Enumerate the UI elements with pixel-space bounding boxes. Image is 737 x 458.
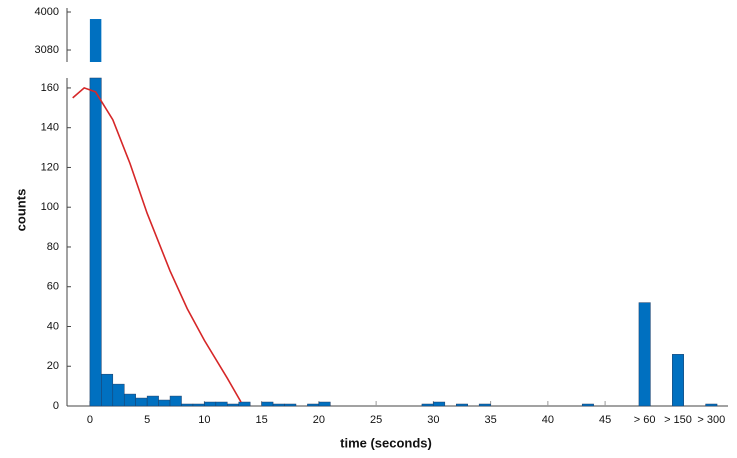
x-tick-label: 20 bbox=[313, 414, 325, 426]
x-tick-label: 40 bbox=[542, 414, 554, 426]
x-tick-label: > 60 bbox=[634, 414, 656, 426]
x-tick-label: 35 bbox=[484, 414, 496, 426]
bar bbox=[192, 403, 205, 407]
x-tick-label: 25 bbox=[370, 414, 382, 426]
bar bbox=[433, 401, 446, 407]
bar bbox=[158, 399, 171, 407]
bar bbox=[169, 395, 182, 407]
y-tick-label: 100 bbox=[41, 201, 59, 213]
bar bbox=[284, 403, 297, 407]
x-tick-label: 0 bbox=[87, 414, 93, 426]
bar bbox=[123, 393, 136, 407]
bar bbox=[215, 401, 228, 407]
y2-tick-label: 4000 bbox=[35, 6, 59, 18]
bar bbox=[135, 397, 148, 407]
bar bbox=[672, 354, 684, 407]
bar bbox=[112, 383, 125, 407]
x-tick-label: > 150 bbox=[664, 414, 692, 426]
bar bbox=[318, 401, 331, 407]
x-axis-title: time (seconds) bbox=[340, 435, 432, 450]
bar bbox=[272, 403, 285, 407]
bar bbox=[261, 401, 274, 407]
bar bbox=[227, 403, 239, 407]
x-tick-label: > 300 bbox=[697, 414, 725, 426]
bar bbox=[456, 403, 468, 407]
bar bbox=[581, 403, 594, 407]
y2-tick-label: 3080 bbox=[35, 44, 59, 56]
bar bbox=[89, 77, 102, 407]
bar bbox=[204, 401, 217, 407]
bar bbox=[478, 403, 491, 407]
y-tick-label: 160 bbox=[41, 82, 59, 94]
y-tick-label: 60 bbox=[47, 281, 59, 293]
x-tick-label: 15 bbox=[256, 414, 268, 426]
x-tick-label: 10 bbox=[198, 414, 210, 426]
y-tick-label: 120 bbox=[41, 161, 59, 173]
bar bbox=[181, 403, 194, 407]
y-axis-title: counts bbox=[13, 189, 28, 232]
bar-upper bbox=[89, 19, 102, 62]
bar bbox=[238, 401, 251, 407]
y-tick-label: 140 bbox=[41, 122, 59, 134]
y-tick-label: 20 bbox=[47, 360, 59, 372]
bar bbox=[101, 373, 114, 407]
y-tick-label: 80 bbox=[47, 241, 59, 253]
y-tick-label: 0 bbox=[53, 400, 59, 412]
bar bbox=[146, 395, 159, 407]
x-tick-label: 30 bbox=[427, 414, 439, 426]
bar bbox=[307, 403, 320, 407]
fit-curve bbox=[72, 86, 242, 403]
bar bbox=[705, 403, 718, 407]
x-tick-label: 45 bbox=[599, 414, 611, 426]
x-tick-label: 5 bbox=[144, 414, 150, 426]
bar bbox=[421, 403, 434, 407]
y-tick-label: 40 bbox=[47, 320, 59, 332]
bar bbox=[638, 302, 651, 407]
